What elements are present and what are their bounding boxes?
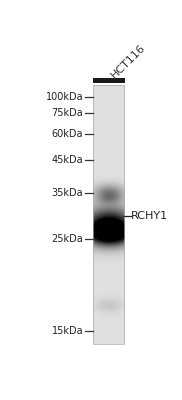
Bar [93, 85, 124, 344]
Text: 45kDa: 45kDa [52, 156, 83, 166]
Text: 15kDa: 15kDa [52, 326, 83, 336]
Text: 60kDa: 60kDa [52, 129, 83, 139]
Text: 75kDa: 75kDa [51, 108, 83, 118]
Text: HCT116: HCT116 [109, 42, 147, 80]
Text: 100kDa: 100kDa [46, 92, 83, 102]
Text: 35kDa: 35kDa [52, 188, 83, 198]
Text: RCHY1: RCHY1 [131, 211, 169, 221]
Bar [93, 78, 125, 84]
Text: 25kDa: 25kDa [51, 234, 83, 244]
